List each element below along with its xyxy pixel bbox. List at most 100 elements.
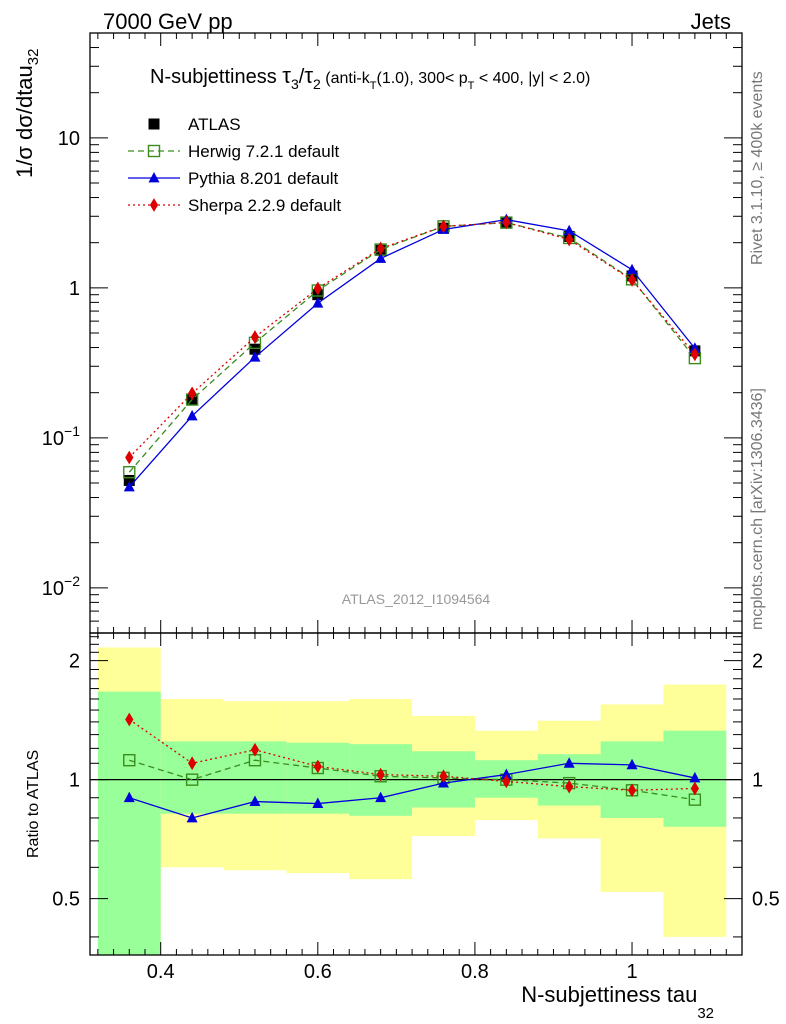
title-cond2: (1.0), 300< p [376, 70, 467, 87]
analysis-watermark: ATLAS_2012_I1094564 [342, 591, 491, 607]
tick-base: 1 [69, 278, 80, 300]
tick-exponent: −2 [64, 573, 80, 589]
main-y-label: 1/σ dσ/dtau32 [12, 49, 42, 178]
ratio-y-tick-label-right: 0.5 [752, 889, 780, 911]
title-cond1: (anti-k [321, 70, 371, 87]
ratio-y-tick-label-right: 2 [752, 651, 763, 673]
ratio-series-point-1-0 [123, 791, 135, 803]
ratio-y-tick-label: 0.5 [52, 889, 80, 911]
main-series-point-3-0 [125, 450, 134, 465]
ratio-series-point-2-2 [250, 742, 260, 757]
x-axis-label-text: N-subjettiness tau [521, 982, 697, 1007]
x-tick-label: 0.6 [304, 961, 332, 983]
main-series-point-2-3 [312, 297, 324, 308]
main-series-point-3-4 [376, 241, 385, 256]
ratio-series-point-1-9 [689, 771, 701, 783]
main-series-point-2-1 [186, 409, 198, 421]
main-y-tick-label: 10−2 [42, 573, 80, 600]
main-y-tick-label: 10 [58, 128, 80, 150]
title-tau1: τ [282, 63, 291, 88]
ratio-series-point-1-6 [500, 768, 512, 779]
x-tick-label: 0.8 [461, 961, 489, 983]
ratio-series-point-2-4 [376, 767, 385, 782]
ratio-y-tick-label: 2 [69, 651, 80, 673]
x-axis-label-sub: 32 [697, 1005, 714, 1022]
legend-label-3: Sherpa 2.2.9 default [188, 196, 341, 215]
main-series-point-3-6 [502, 215, 511, 230]
ratio-y-tick-label-right: 1 [752, 770, 763, 792]
main-series [123, 213, 702, 492]
x-tick-label: 1 [626, 961, 637, 983]
legend-label-2: Pythia 8.201 default [188, 169, 339, 188]
ratio-series-point-2-1 [187, 756, 197, 771]
main-y-tick-label: 10−1 [42, 423, 80, 450]
main-series-point-3-2 [250, 330, 260, 344]
ratio-series-point-1-4 [375, 791, 387, 803]
rivet-label: Rivet 3.1.10, ≥ 400k events [749, 71, 766, 265]
ratio-series-point-2-8 [627, 783, 637, 798]
title-subT1: T [370, 80, 377, 92]
legend-marker-1 [147, 144, 161, 158]
ratio-series-point-1-3 [312, 797, 324, 808]
main-series-point-1-0 [123, 466, 136, 479]
ratio-y-label: Ratio to ATLAS [25, 750, 42, 858]
ratio-series-point-1-7 [563, 757, 575, 768]
main-series-point-3-1 [187, 386, 197, 401]
title-tau2: τ [304, 63, 313, 88]
ratio-series-point-2-3 [313, 759, 322, 774]
main-series-point-2-2 [249, 351, 261, 362]
ratio-frame [89, 632, 743, 956]
legend-marker-2 [148, 171, 160, 183]
main-y-label-text: 1/σ dσ/dtau [12, 65, 37, 178]
main-series-line-2 [128, 218, 696, 488]
band-inner-0 [97, 691, 161, 955]
main-series-point-0-2 [249, 343, 261, 355]
ratio-series-point-0-0 [123, 753, 136, 767]
x-axis-label: N-subjettiness tau32 [521, 982, 714, 1022]
energy-label: 7000 GeV pp [103, 9, 233, 34]
tick-base: 10 [42, 428, 64, 450]
ratio-series-point-2-7 [565, 779, 574, 794]
main-series-point-3-3 [313, 281, 322, 296]
ratio-series-point-2-5 [439, 769, 448, 784]
ratio-series-point-2-0 [125, 712, 134, 727]
band-inner-1 [160, 741, 224, 814]
ratio-y-tick-label: 1 [69, 770, 80, 792]
title-cond3: < 400, |y| < 2.0) [474, 70, 590, 87]
main-y-tick-label: 1 [69, 278, 80, 300]
main-series-point-3-8 [627, 273, 637, 287]
ratio-series [123, 712, 702, 823]
x-tick-label: 0.4 [147, 961, 175, 983]
title-sub2: 2 [313, 76, 321, 92]
main-series-point-2-0 [123, 480, 135, 492]
main-series-line-1 [128, 222, 696, 473]
main-series-point-3-9 [690, 347, 699, 362]
ratio-series-point-1-2 [249, 795, 261, 806]
ratio-bands [90, 647, 742, 955]
ratio-series-line-2 [128, 718, 695, 791]
title-prefix: N-subjettiness [150, 66, 282, 88]
main-title: N-subjettiness τ3/τ2 (anti-kT(1.0), 300<… [150, 63, 590, 92]
title-subT2: T [468, 80, 475, 92]
tick-base: 10 [42, 578, 64, 600]
tick-base: 10 [58, 128, 80, 150]
legend-marker-3 [149, 198, 159, 212]
ratio-series-point-0-1 [185, 773, 199, 786]
main-series-point-3-7 [565, 232, 574, 247]
source-label: mcplots.cern.ch [arXiv:1306.3436] [749, 388, 766, 630]
main-series-point-2-8 [626, 263, 638, 275]
main-series-point-2-4 [375, 252, 387, 263]
legend-label-1: Herwig 7.2.1 default [188, 142, 339, 161]
ratio-series-point-2-6 [502, 774, 511, 789]
main-series-line-3 [128, 221, 696, 458]
title-slash: / [299, 66, 305, 88]
ratio-series-point-1-1 [186, 811, 198, 823]
ratio-series-point-1-8 [626, 758, 638, 770]
ratio-series-point-2-9 [690, 781, 699, 796]
ratio-series-line-1 [129, 762, 695, 819]
title-sub3: 3 [291, 76, 299, 92]
main-series-point-0-0 [123, 474, 135, 486]
main-y-label-sub: 32 [25, 49, 42, 66]
